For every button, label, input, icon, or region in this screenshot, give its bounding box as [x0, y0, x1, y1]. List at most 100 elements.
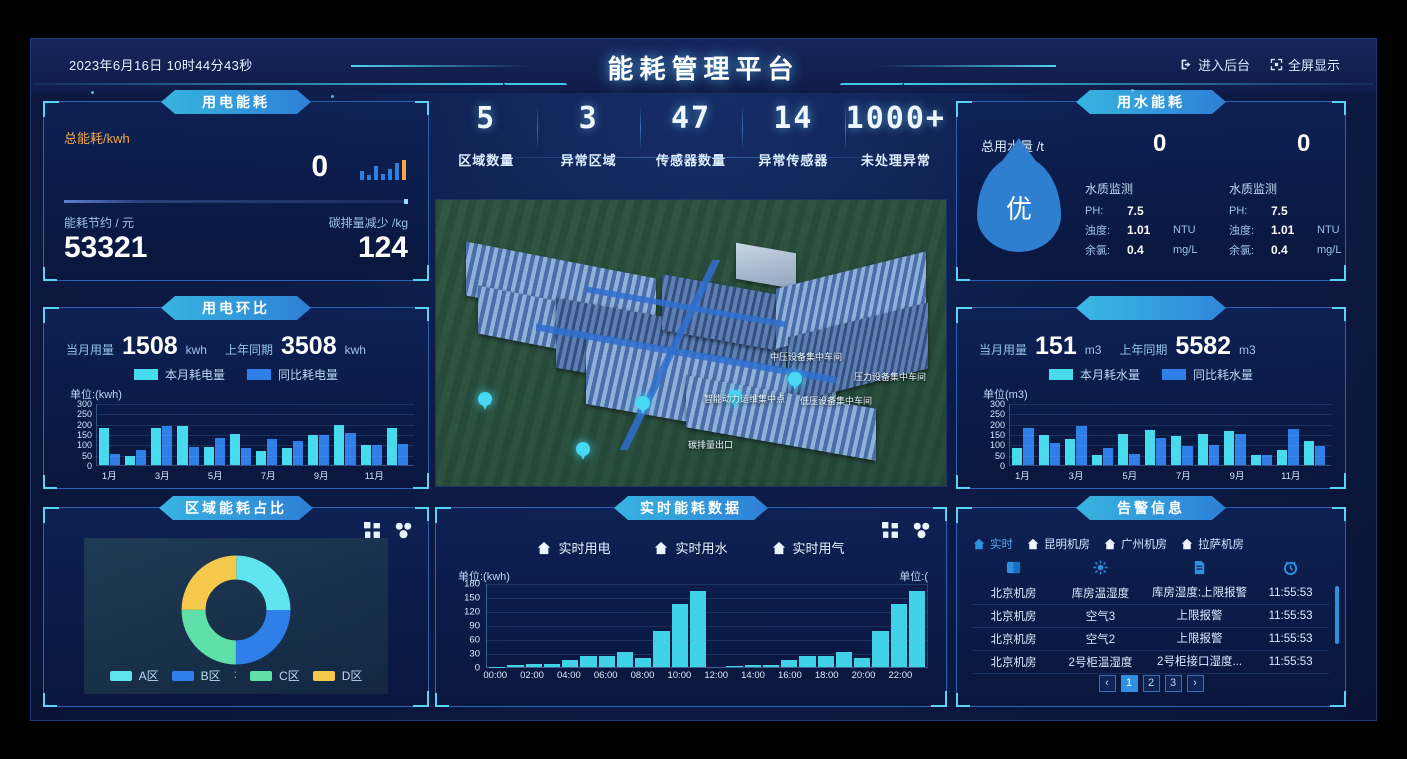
map-pin-1[interactable] — [788, 372, 802, 390]
bar-本月耗电量-2月 — [125, 455, 136, 465]
metric-key: 余氯: — [1229, 245, 1255, 257]
bar-同比耗水量-3月 — [1076, 425, 1087, 465]
share-nodes-icon[interactable] — [395, 522, 412, 539]
alarm-tab-0[interactable]: 实时 — [973, 536, 1013, 552]
map-pin-3[interactable] — [636, 396, 650, 414]
legend-separator: : — [233, 667, 238, 681]
water-metric-row-0: PH: 7.5 — [1085, 204, 1197, 218]
map-pin-5[interactable] — [576, 442, 590, 460]
water-comparison-summary: 当月用量 151 m3 上年同期 5582 m3 — [979, 332, 1256, 361]
legend-item-1[interactable]: 同比耗水量 — [1162, 366, 1253, 383]
metric-key: PH: — [1229, 205, 1248, 217]
rt-x-tick: 02:00 — [520, 670, 544, 681]
pie-legend-B区[interactable]: B区 — [171, 667, 221, 684]
water-x-axis: 1月 3月 5月 7月 9月 11月 — [1009, 468, 1331, 482]
rt-bar-13:00 — [726, 666, 743, 667]
water-quality-title-left: 水质监测 — [1085, 182, 1134, 196]
map-pin-2[interactable] — [728, 390, 742, 408]
legend-swatch — [1162, 369, 1186, 380]
document-icon — [1194, 560, 1205, 575]
alarm-time: 11:55:53 — [1268, 587, 1313, 599]
legend-swatch — [171, 670, 194, 681]
grid-line — [97, 414, 414, 416]
realtime-x-axis: 00:00 02:00 04:00 06:00 08:00 10:00 12:00 14:00… — [483, 670, 928, 684]
realtime-tab-1[interactable]: 实时用水 — [654, 538, 728, 557]
water-metrics-left: PH: 7.5 浊度: 1.01 NTU 余氯: 0.4 mg/L — [1085, 204, 1197, 258]
alarm-tab-1[interactable]: 昆明机房 — [1027, 536, 1090, 552]
grid-view-icon[interactable] — [364, 522, 381, 539]
map-pin-4[interactable] — [478, 392, 492, 410]
fullscreen-icon — [1270, 58, 1283, 71]
water-last-label: 上年同期 — [1119, 343, 1168, 357]
rt-y-tick: 120 — [464, 606, 480, 618]
legend-label: A区 — [138, 669, 159, 683]
water-quality-block-left: 水质监测 PH: 7.5 浊度: 1.01 NTU 余氯: 0.4 mg/L — [1085, 180, 1197, 262]
metric-unit: mg/L — [1317, 244, 1342, 256]
electricity-footer: 能耗节约 / 元 53321 碳排量减少 /kg 124 — [64, 214, 408, 266]
table-row[interactable]: 北京机房 空气2 上限报警 11:55:53 — [973, 628, 1329, 651]
bar-本月耗水量-11月 — [1277, 450, 1288, 465]
grid-view-icon[interactable] — [882, 522, 899, 539]
pager-2[interactable]: 2 — [1142, 675, 1160, 692]
header-line-left — [33, 83, 503, 85]
bar-本月耗电量-5月 — [203, 447, 214, 465]
header-accent-line-b — [351, 65, 531, 67]
bar-本月耗电量-8月 — [282, 448, 293, 465]
grid-line — [487, 626, 927, 627]
legend-label: 同比耗水量 — [1193, 368, 1254, 382]
water-month-value: 151 — [1035, 332, 1077, 360]
rt-x-tick: 22:00 — [888, 670, 913, 681]
realtime-tab-2[interactable]: 实时用气 — [772, 538, 845, 557]
enter-backstage-button[interactable]: 进入后台 — [1180, 55, 1250, 74]
legend-swatch — [109, 670, 132, 681]
realtime-plot-area — [486, 584, 928, 668]
donut-slice-B区[interactable] — [181, 555, 291, 665]
home-icon — [1104, 538, 1116, 550]
y-tick: 200 — [76, 419, 92, 430]
rt-x-tick: 04:00 — [556, 670, 581, 681]
y-tick: 100 — [989, 440, 1005, 451]
carbon-reduction-value: 124 — [357, 231, 408, 264]
bar-本月耗水量-1月 — [1012, 448, 1023, 465]
legend-item-0[interactable]: 本月耗水量 — [1048, 366, 1140, 383]
legend-item-1[interactable]: 同比耗电量 — [247, 366, 338, 383]
rt-bar-15:00 — [762, 664, 779, 667]
bar-本月耗电量-3月 — [151, 427, 162, 465]
water-y-axis: 300 250 200 150 100 50 0 — [979, 399, 1005, 471]
bar-本月耗水量-2月 — [1038, 435, 1049, 465]
pager-1[interactable]: 1 — [1120, 675, 1138, 692]
fullscreen-button[interactable]: 全屏显示 — [1270, 55, 1340, 74]
alarm-scrollbar[interactable] — [1335, 586, 1339, 644]
pie-legend-D区[interactable]: D区 — [312, 667, 362, 684]
grid-line — [487, 598, 927, 599]
kpi-label: 异常传感器 — [758, 153, 829, 168]
donut-slice-C区[interactable] — [181, 555, 291, 665]
metric-key: 余氯: — [1085, 245, 1111, 257]
realtime-tab-0[interactable]: 实时用电 — [537, 538, 610, 557]
clock-icon — [1283, 561, 1298, 575]
electricity-bars — [99, 404, 412, 465]
legend-item-0[interactable]: 本月耗电量 — [133, 366, 225, 383]
x-tick: 5月 — [1122, 471, 1138, 482]
metric-key: PH: — [1085, 205, 1104, 217]
pager-‹[interactable]: ‹ — [1098, 675, 1116, 692]
pie-legend-A区[interactable]: A区 — [109, 667, 159, 684]
facility-aerial-map[interactable]: 中压设备集中车间 压力设备集中车间 智能动力运维集中点 低压设备集中车间 碳排量… — [435, 199, 947, 487]
pager-3[interactable]: 3 — [1164, 675, 1182, 692]
pager-›[interactable]: › — [1186, 675, 1204, 692]
table-row[interactable]: 北京机房 2号柜温湿度 2号柜接口湿度... 11:55:53 — [973, 651, 1329, 674]
map-label-3: 低压设备集中车间 — [800, 396, 873, 406]
alarm-tab-2[interactable]: 广州机房 — [1104, 536, 1167, 552]
home-icon — [973, 538, 985, 550]
rt-bar-14:00 — [744, 664, 761, 667]
app-header: 2023年6月16日 10时44分43秒 能耗管理平台 进入后台 全屏显示 — [31, 39, 1376, 93]
alarm-device: 空气2 — [1085, 634, 1116, 646]
share-nodes-icon[interactable] — [913, 522, 930, 539]
alarm-tab-3[interactable]: 拉萨机房 — [1181, 536, 1244, 552]
table-row[interactable]: 北京机房 库房温湿度 库房湿度:上限报警 11:55:53 — [973, 582, 1329, 605]
table-row[interactable]: 北京机房 空气3 上限报警 11:55:53 — [973, 605, 1329, 628]
pie-legend-C区[interactable]: C区 — [250, 667, 300, 684]
donut-slice-D区[interactable] — [181, 555, 291, 665]
grid-line — [1010, 414, 1331, 416]
rt-y-tick: 30 — [469, 648, 480, 660]
